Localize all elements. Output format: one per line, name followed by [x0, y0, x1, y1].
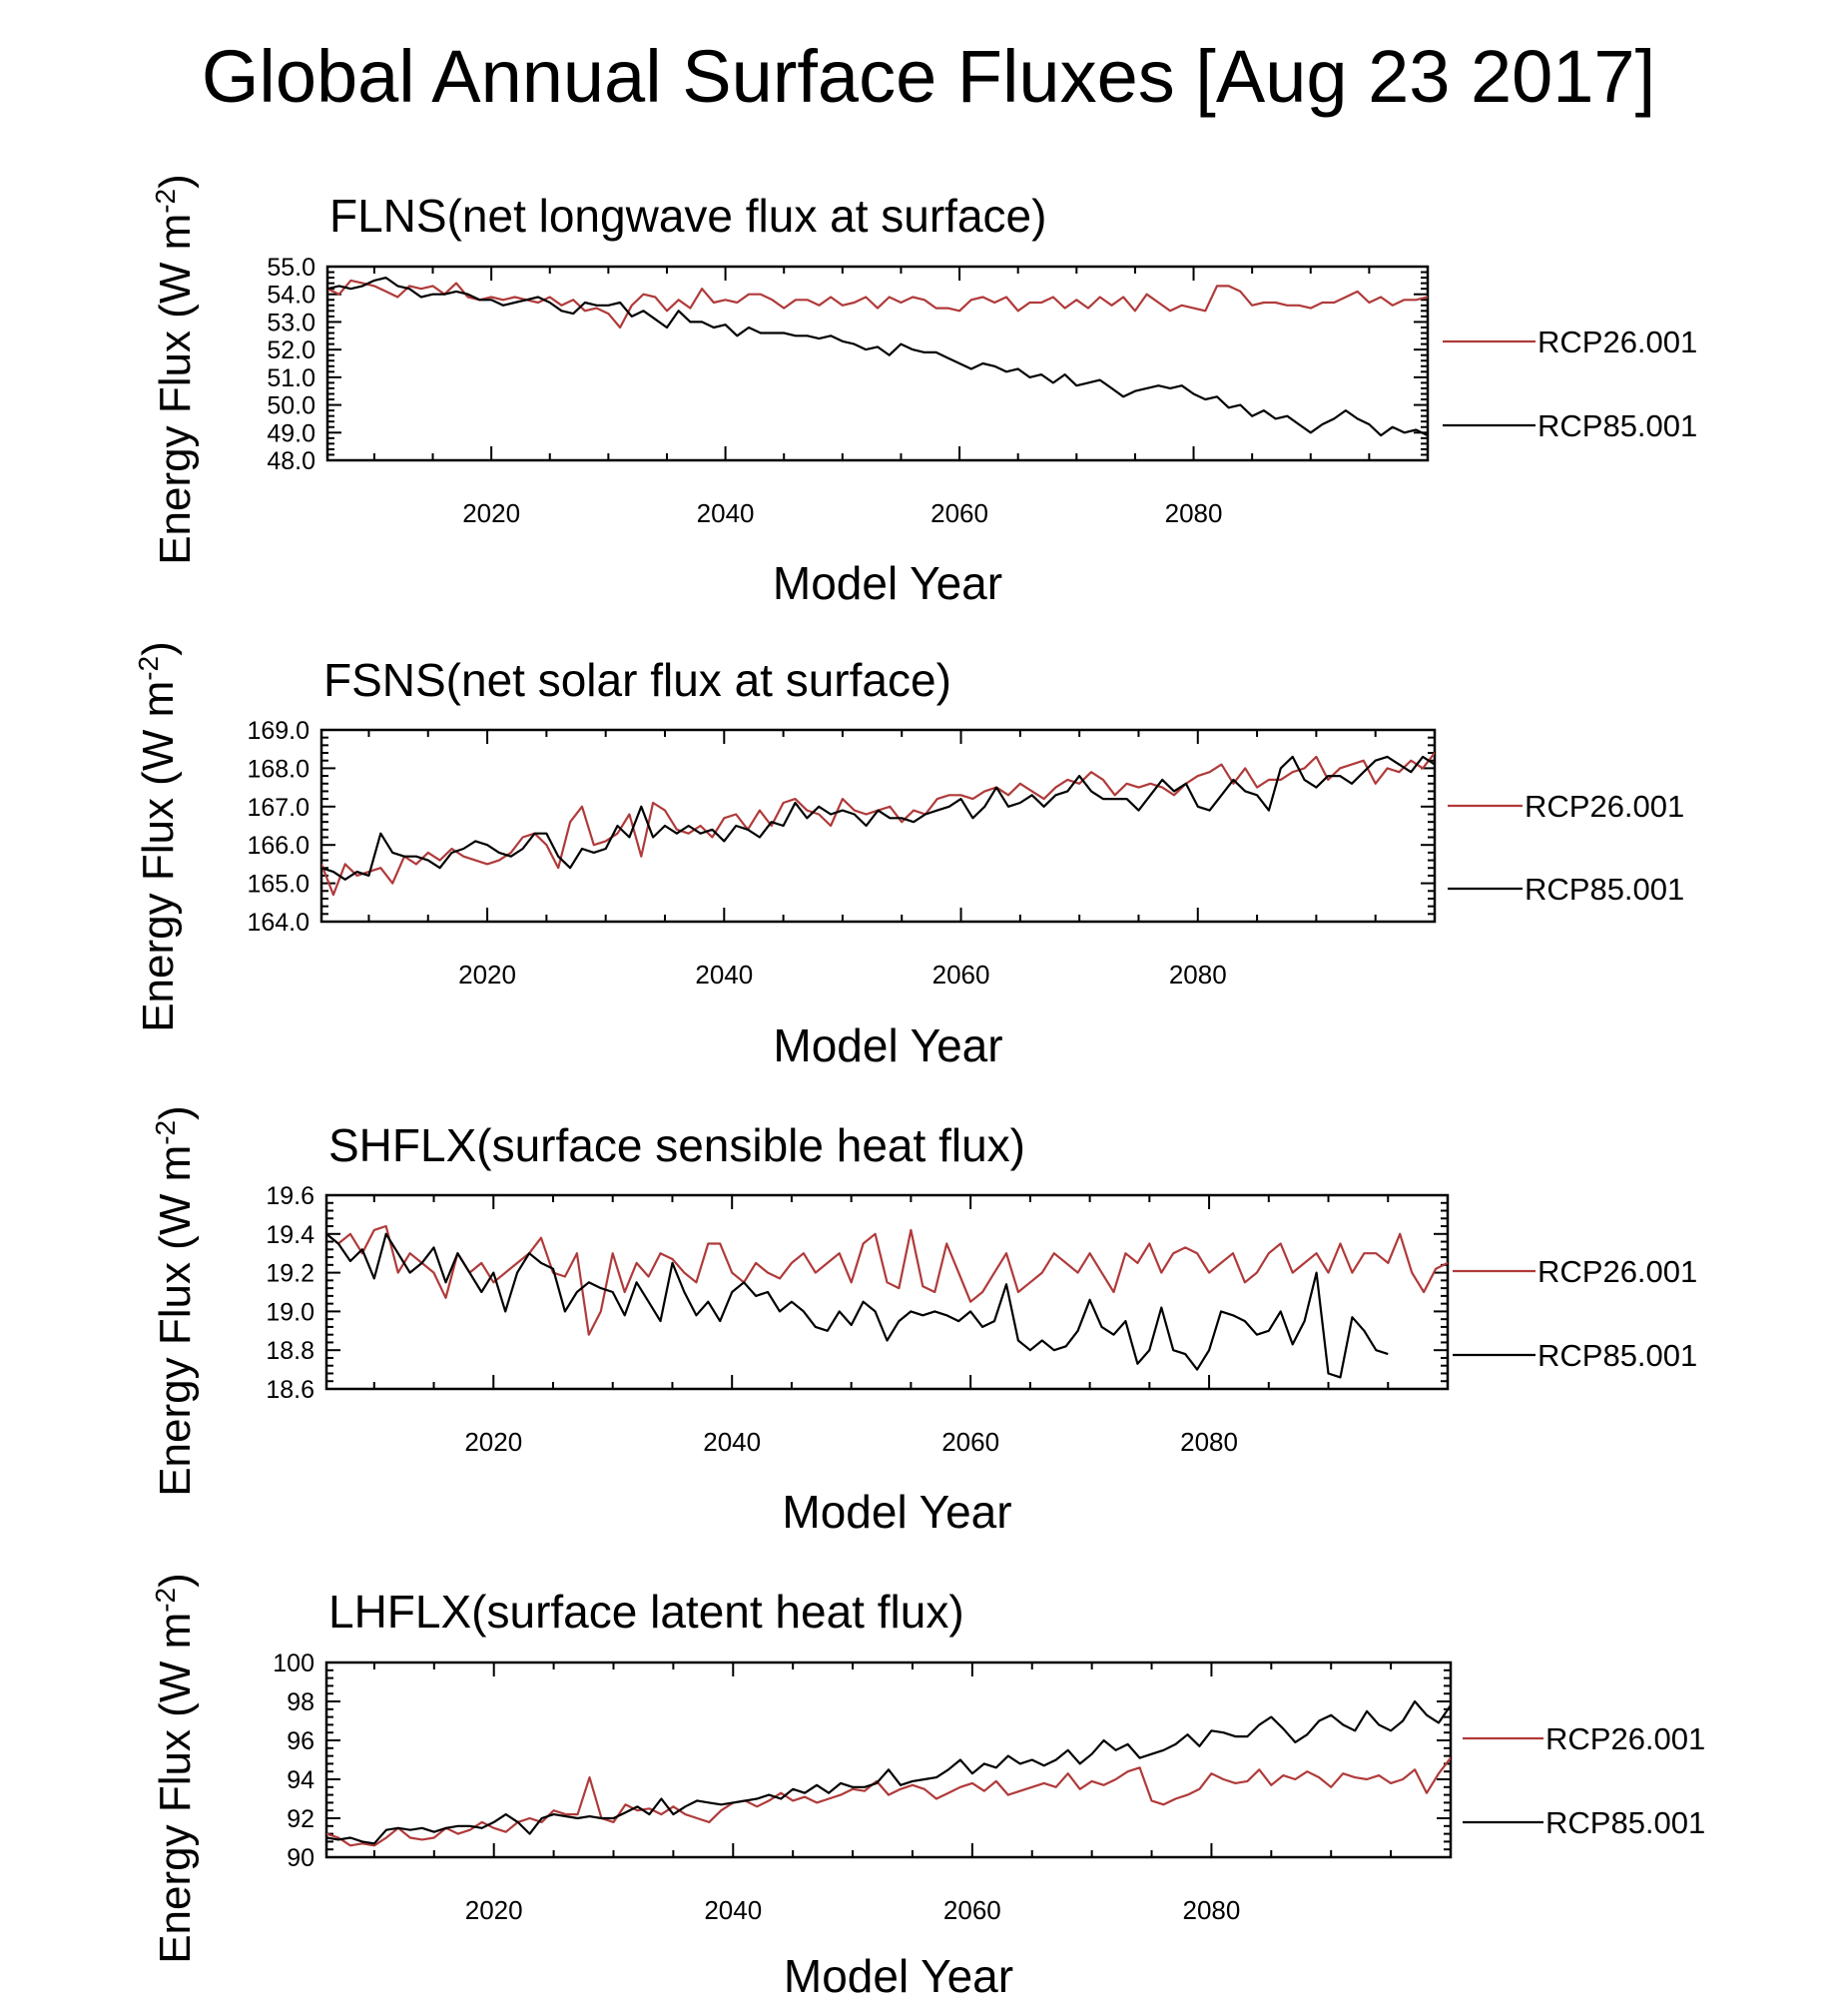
y-tick-label: 19.2: [266, 1260, 314, 1288]
x-axis-label: Model Year: [773, 1019, 1002, 1071]
x-tick-label: 2020: [458, 960, 516, 990]
y-tick-label: 51.0: [267, 364, 315, 392]
panels: FLNS(net longwave flux at surface) 2020 20…: [133, 174, 1706, 1997]
x-axis-label: Model Year: [782, 1486, 1011, 1538]
legend-label: RCP26.001: [1545, 1721, 1705, 1756]
y-tick-label: 55.0: [267, 254, 315, 282]
figure-title: Global Annual Surface Fluxes [Aug 23 201…: [202, 35, 1655, 118]
legend-label: RCP85.001: [1538, 408, 1697, 443]
panel-3: SHFLX(surface sensible heat flux) 2020 204…: [150, 1105, 1698, 1538]
x-axis-label: Model Year: [773, 557, 1002, 609]
y-tick-label: 98: [287, 1688, 314, 1716]
y-tick-label: 165.0: [247, 871, 309, 899]
y-tick-label: 50.0: [267, 392, 315, 420]
x-tick-label: 2080: [1183, 1895, 1241, 1925]
y-axis-label: Energy Flux (W m-2): [150, 1105, 201, 1497]
legend-label: RCP85.001: [1545, 1805, 1705, 1840]
panel-title: SHFLX(surface sensible heat flux): [328, 1119, 1025, 1171]
panel-title: FLNS(net longwave flux at surface): [329, 190, 1046, 242]
y-tick-label: 54.0: [267, 282, 315, 310]
x-tick-label: 2040: [695, 960, 753, 990]
series-line-rcp26-001: [326, 1224, 1448, 1336]
y-tick-label: 167.0: [247, 794, 309, 822]
plot-frame: [325, 265, 1430, 462]
series-line-rcp85-001: [326, 1699, 1451, 1845]
x-tick-label: 2060: [930, 498, 988, 528]
y-tick-label: 168.0: [247, 755, 309, 783]
x-tick-label: 2060: [932, 960, 990, 990]
x-tick-label: 2060: [943, 1895, 1001, 1925]
y-tick-label: 169.0: [247, 717, 309, 745]
y-tick-label: 19.0: [266, 1298, 314, 1326]
y-tick-label: 166.0: [247, 832, 309, 860]
x-tick-label: 2060: [941, 1427, 999, 1457]
series-line-rcp85-001: [321, 755, 1435, 881]
x-tick-label: 2080: [1165, 498, 1223, 528]
series-line-rcp26-001: [326, 1756, 1451, 1847]
plot-frame: [319, 728, 1437, 924]
panel-1: FLNS(net longwave flux at surface) 2020 20…: [150, 174, 1698, 609]
legend-label: RCP26.001: [1538, 325, 1697, 359]
y-axis-label: Energy Flux (W m-2): [150, 174, 201, 565]
series-line-rcp85-001: [326, 1232, 1389, 1379]
y-tick-label: 94: [287, 1766, 314, 1794]
panel-2: FSNS(net solar flux at surface) 2020 2040 2…: [133, 641, 1685, 1071]
y-tick-label: 19.4: [266, 1221, 314, 1249]
legend-label: RCP85.001: [1538, 1338, 1697, 1373]
y-tick-label: 19.6: [266, 1182, 314, 1210]
panel-title: LHFLX(surface latent heat flux): [328, 1586, 964, 1638]
x-tick-label: 2080: [1169, 960, 1227, 990]
series-line-rcp26-001: [321, 751, 1435, 897]
y-tick-label: 92: [287, 1805, 314, 1833]
x-tick-label: 2020: [462, 498, 520, 528]
y-tick-label: 48.0: [267, 447, 315, 475]
panel-4: LHFLX(surface latent heat flux) 2020 2040 2…: [150, 1573, 1706, 1997]
y-tick-label: 164.0: [247, 909, 309, 937]
series-line-rcp85-001: [327, 277, 1428, 437]
plot-frame: [324, 1193, 1450, 1391]
legend-label: RCP26.001: [1538, 1254, 1697, 1289]
x-tick-label: 2080: [1180, 1427, 1238, 1457]
x-tick-label: 2040: [704, 1895, 762, 1925]
legend-label: RCP26.001: [1525, 789, 1684, 824]
y-tick-label: 52.0: [267, 336, 315, 364]
y-tick-label: 96: [287, 1727, 314, 1755]
x-tick-label: 2020: [464, 1427, 522, 1457]
y-axis-label: Energy Flux (W m-2): [150, 1573, 201, 1964]
x-tick-label: 2020: [465, 1895, 523, 1925]
x-axis-label: Model Year: [784, 1950, 1013, 1997]
y-tick-label: 100: [273, 1650, 314, 1677]
y-tick-label: 90: [287, 1844, 314, 1872]
panel-title: FSNS(net solar flux at surface): [323, 654, 951, 706]
y-tick-label: 53.0: [267, 309, 315, 336]
y-tick-label: 49.0: [267, 419, 315, 447]
y-tick-label: 18.8: [266, 1337, 314, 1365]
y-axis-label: Energy Flux (W m-2): [133, 641, 184, 1032]
legend-label: RCP85.001: [1525, 872, 1684, 907]
x-tick-label: 2040: [703, 1427, 761, 1457]
y-tick-label: 18.6: [266, 1376, 314, 1404]
x-tick-label: 2040: [697, 498, 755, 528]
